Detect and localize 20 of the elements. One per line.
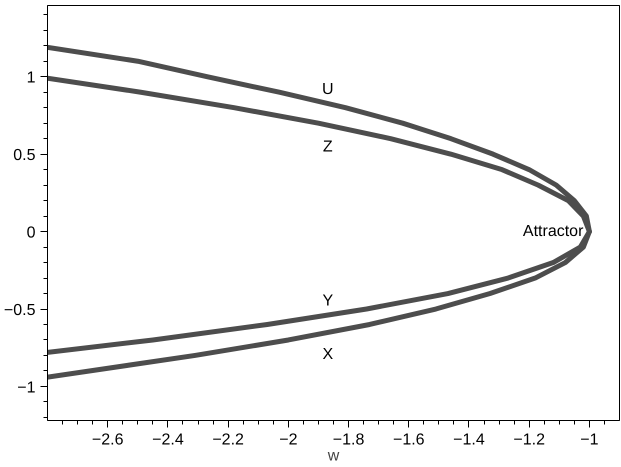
- y-tick-label: 0: [26, 224, 36, 242]
- x-tick-label: −1: [580, 432, 599, 448]
- series-label: X: [322, 346, 334, 363]
- series-label: U: [322, 81, 334, 98]
- x-tick-label: −1.6: [392, 432, 425, 448]
- y-tick-label: 0.5: [13, 147, 36, 164]
- x-tick-label: −2.6: [92, 432, 124, 448]
- x-tick-label: −2.2: [212, 432, 244, 448]
- y-tick-label: −0.5: [4, 302, 36, 320]
- x-tick-label: −2: [279, 432, 298, 448]
- x-tick-label: −1.8: [332, 432, 364, 448]
- x-tick-label: −1.4: [453, 432, 485, 448]
- annotation: Attractor: [522, 223, 584, 240]
- series-label: Y: [322, 292, 334, 310]
- series-label: Z: [322, 138, 333, 156]
- x-tick-label: −1.2: [513, 432, 546, 448]
- y-tick-label: −1: [17, 379, 36, 396]
- y-tick-label: 1: [26, 70, 36, 87]
- x-tick-label: −2.4: [152, 432, 184, 448]
- x-axis-title: w: [326, 448, 340, 464]
